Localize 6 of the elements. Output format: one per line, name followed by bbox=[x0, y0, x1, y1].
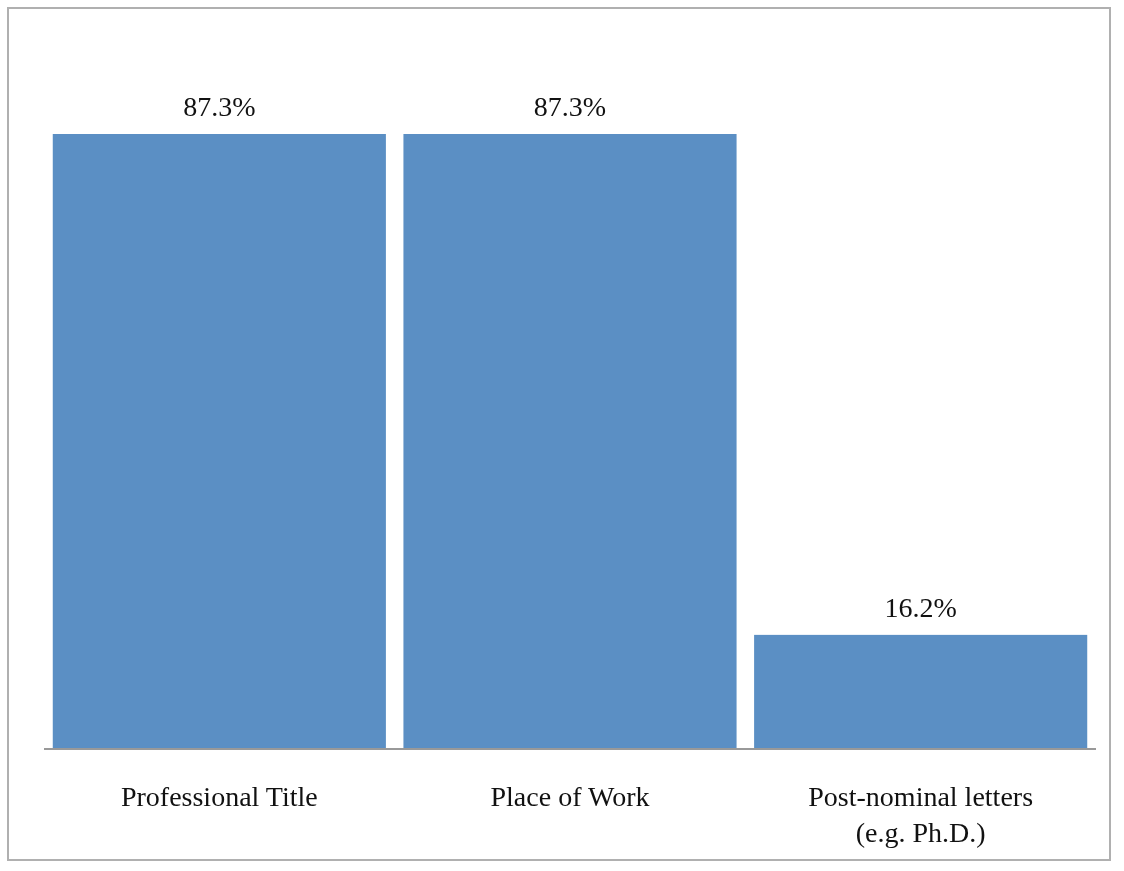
x-tick-label: Professional Title bbox=[120, 781, 318, 812]
data-label: 87.3% bbox=[183, 91, 256, 122]
x-tick-label: Place of Work bbox=[490, 781, 650, 812]
data-label: 16.2% bbox=[884, 591, 957, 623]
data-label: 87.3% bbox=[533, 91, 607, 122]
x-tick-label: Post-nominal letters (e.g. Ph.D.) bbox=[808, 781, 1034, 848]
